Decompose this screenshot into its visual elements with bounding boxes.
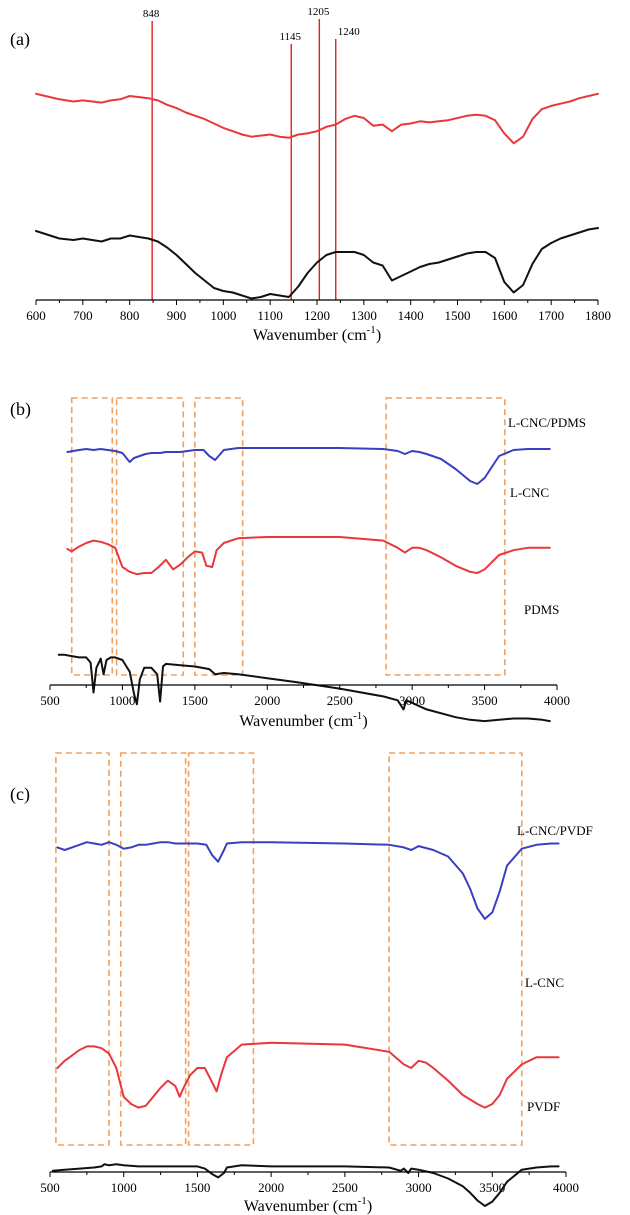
x-tick-label: 1700 xyxy=(538,308,564,323)
x-tick-label: 2500 xyxy=(327,693,353,708)
x-tick-label: 600 xyxy=(26,308,46,323)
series-line xyxy=(56,841,560,920)
series-line xyxy=(35,227,599,300)
x-tick-label: 1500 xyxy=(184,1180,210,1195)
x-tick-label: 1000 xyxy=(109,693,135,708)
series-label: L-CNC/PVDF xyxy=(517,823,593,838)
series-line xyxy=(66,447,551,485)
panel-label: (b) xyxy=(10,399,31,420)
x-tick-label: 700 xyxy=(73,308,93,323)
x-tick-label: 1500 xyxy=(182,693,208,708)
series-label: L-CNC xyxy=(510,485,549,500)
panel-label: (a) xyxy=(10,29,30,50)
x-tick-label: 1600 xyxy=(491,308,517,323)
x-tick-label: 1200 xyxy=(304,308,330,323)
highlight-box xyxy=(194,397,244,676)
x-tick-label: 1000 xyxy=(111,1180,137,1195)
x-tick-label: 4000 xyxy=(544,693,570,708)
x-tick-label: 1300 xyxy=(351,308,377,323)
x-tick-label: 3500 xyxy=(472,693,498,708)
x-tick-label: 1800 xyxy=(585,308,611,323)
series-label: PDMS xyxy=(524,602,559,617)
highlight-box xyxy=(187,752,255,1146)
x-tick-label: 900 xyxy=(167,308,187,323)
highlight-box xyxy=(119,752,187,1146)
highlight-box xyxy=(55,752,110,1146)
series-label: L-CNC/PDMS xyxy=(508,415,586,430)
series-line xyxy=(56,1041,560,1109)
x-tick-label: 3000 xyxy=(406,1180,432,1195)
x-axis-title: Wavenumber (cm-1) xyxy=(239,710,367,730)
chart-panel-b: (b) L-CNC/PDMS L-CNC PDMS 500 1000 1500 2000 250… xyxy=(10,397,586,730)
series-label: L-CNC xyxy=(525,975,564,990)
series-line xyxy=(57,653,551,723)
chart-panel-a: (a) 848 1145 1205 1240 600 700 800 900 1000 1100 12… xyxy=(10,6,611,344)
peak-marker-label: 1145 xyxy=(279,31,301,43)
peak-marker-label: 1240 xyxy=(338,26,361,38)
x-tick-label: 4000 xyxy=(553,1180,579,1195)
highlight-box xyxy=(70,397,114,676)
x-tick-label: 3000 xyxy=(399,693,425,708)
x-tick-label: 1500 xyxy=(445,308,471,323)
x-tick-label: 2000 xyxy=(258,1180,284,1195)
x-tick-label: 1100 xyxy=(257,308,283,323)
highlight-box xyxy=(115,397,185,676)
x-tick-label: 1000 xyxy=(210,308,236,323)
x-tick-label: 800 xyxy=(120,308,140,323)
highlight-box xyxy=(385,397,506,676)
x-axis-title: Wavenumber (cm-1) xyxy=(244,1195,372,1215)
x-tick-label: 500 xyxy=(40,1180,60,1195)
series-line xyxy=(51,1163,560,1207)
peak-marker-label: 1205 xyxy=(307,6,330,18)
x-tick-label: 500 xyxy=(40,693,60,708)
highlight-box xyxy=(388,752,523,1146)
x-tick-label: 2500 xyxy=(332,1180,358,1195)
panel-label: (c) xyxy=(10,784,30,805)
x-tick-label: 2000 xyxy=(254,693,280,708)
x-tick-label: 3500 xyxy=(479,1180,505,1195)
series-line xyxy=(35,92,599,145)
x-tick-label: 1400 xyxy=(398,308,424,323)
series-line xyxy=(66,536,551,576)
peak-marker-label: 848 xyxy=(143,8,160,20)
x-axis-title: Wavenumber (cm-1) xyxy=(253,324,381,344)
chart-panel-c: (c) L-CNC/PVDF L-CNC PVDF 500 1000 1500 2000 250… xyxy=(10,752,593,1215)
series-label: PVDF xyxy=(527,1099,560,1114)
